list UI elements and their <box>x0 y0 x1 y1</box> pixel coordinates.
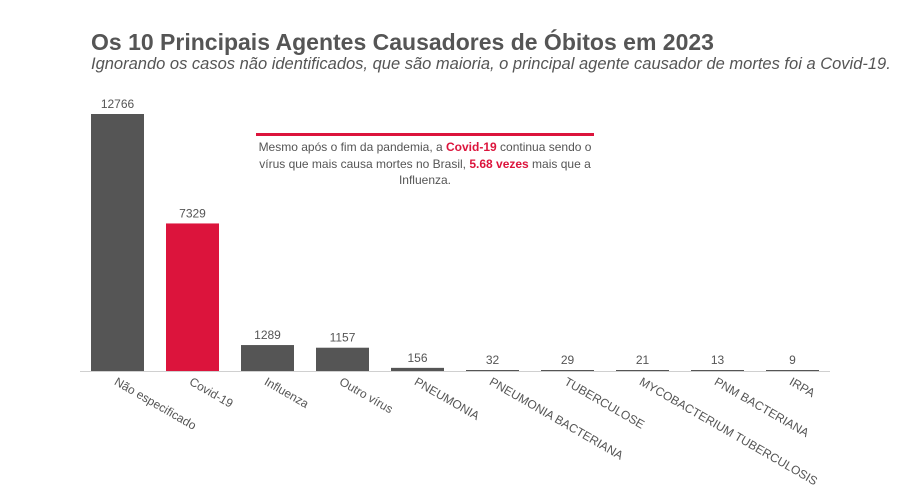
data-label: 29 <box>561 353 575 367</box>
data-label: 32 <box>486 353 500 367</box>
x-tick-label: IRPA <box>787 374 817 400</box>
annotation-text: mais que a Influenza. <box>398 156 591 188</box>
bar <box>766 370 819 371</box>
x-tick-label: Não especificado <box>112 374 199 432</box>
bar <box>166 223 219 371</box>
bar <box>91 114 144 371</box>
x-tick-label: PNEUMONIA BACTERIANA <box>487 374 626 462</box>
bar <box>391 367 444 371</box>
data-label: 9 <box>789 353 796 367</box>
data-label: 12766 <box>101 97 135 111</box>
data-label: 7329 <box>179 206 206 220</box>
x-tick-label: Outro vírus <box>337 374 395 416</box>
chart-title: Os 10 Principais Agentes Causadores de Ó… <box>91 29 714 55</box>
bar <box>241 345 294 371</box>
annotation-box: Mesmo após o fim da pandemia, a Covid-19… <box>256 133 594 189</box>
data-label: 21 <box>636 353 650 367</box>
chart-subtitle: Ignorando os casos não identificados, qu… <box>91 55 891 73</box>
annotation-highlight-ratio: 5.68 vezes <box>469 156 529 171</box>
bar <box>616 370 669 371</box>
annotation-text: continua sendo o vírus que mais causa mo… <box>259 140 592 171</box>
annotation-highlight-covid: Covid-19 <box>446 140 497 154</box>
data-label: 156 <box>407 351 427 365</box>
data-label: 1289 <box>254 328 281 342</box>
data-label: 1157 <box>330 331 356 345</box>
x-tick-label: Covid-19 <box>187 374 236 410</box>
x-tick-label: Influenza <box>262 374 311 411</box>
bar <box>541 370 594 371</box>
annotation-text: Mesmo após o fim da pandemia, a <box>258 140 446 154</box>
bar <box>466 370 519 371</box>
bar <box>316 347 369 371</box>
bar <box>691 370 744 371</box>
data-label: 13 <box>711 353 725 367</box>
x-tick-label: PNEUMONIA <box>412 374 482 422</box>
